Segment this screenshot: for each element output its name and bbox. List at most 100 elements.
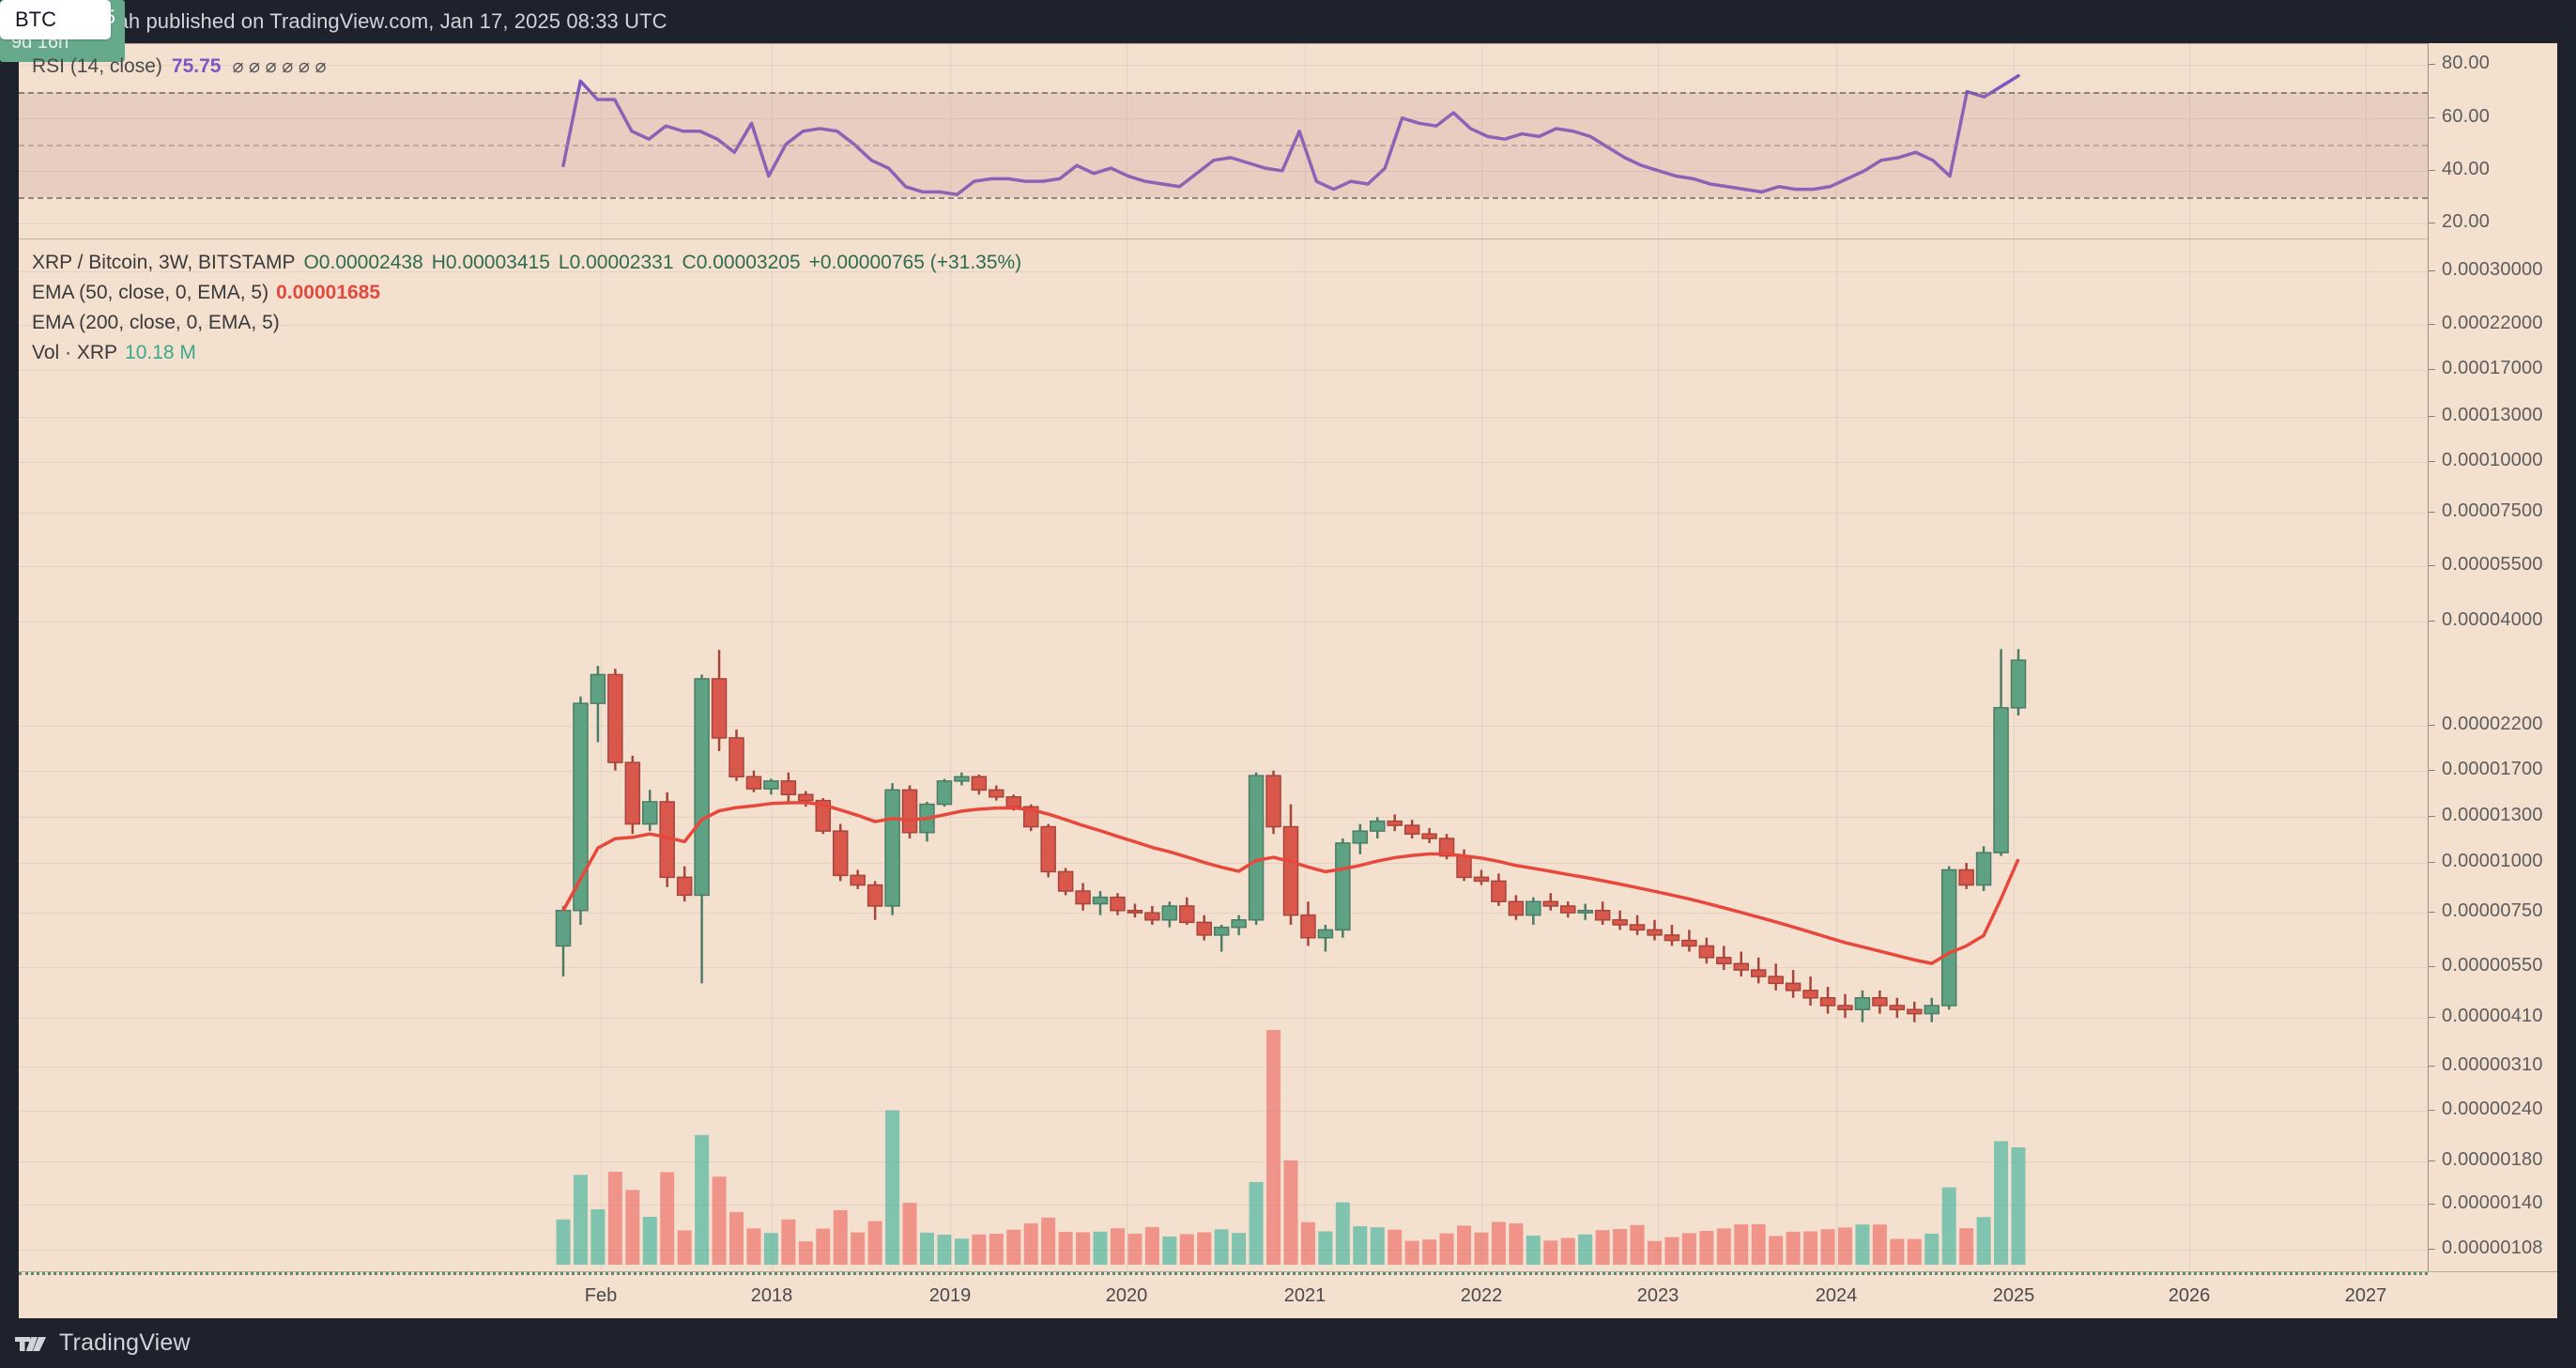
price-axis-tick: 0.00002200 [2442,713,2543,734]
time-axis-tick: 2018 [750,1285,793,1306]
price-axis-tick: 0.00007500 [2442,500,2543,521]
current-price-line [19,1272,2428,1275]
vertical-gridline [1658,44,1659,238]
time-axis[interactable]: Feb 2018 2019 2020 2021 2022 2023 2024 2025 2026 2… [19,1271,2557,1318]
price-gridline [19,462,2428,464]
rsi-axis-tick: 20.00 [2442,211,2491,233]
vertical-gridline [2366,239,2367,1271]
currency-selector-btc[interactable]: BTC [0,0,111,39]
time-axis-tick: 2020 [1105,1285,1148,1306]
price-axis-tick: 0.00000750 [2442,900,2543,922]
price-axis-tickmark [2429,1249,2435,1251]
vertical-gridline [772,44,773,238]
price-axis-tickmark [2429,769,2435,771]
price-gridline [19,862,2428,864]
price-axis-tick: 0.00000550 [2442,954,2543,976]
footer-bar: TradingView [0,1318,2576,1368]
price-axis-tick: 0.00005500 [2442,554,2543,576]
time-axis-tick: 2026 [2168,1285,2211,1306]
rsi-axis-tick: 40.00 [2442,158,2491,179]
candle-series [555,649,2027,1022]
price-gridline [19,270,2428,272]
vertical-gridline [1658,239,1659,1271]
ema50-line [561,801,2020,965]
tradingview-logo-icon [15,1332,47,1355]
main-price-pane[interactable] [19,238,2428,1275]
vertical-gridline [2366,44,2367,238]
rsi-axis-tickmark [2429,64,2435,66]
rsi-axis-tick: 60.00 [2442,105,2491,127]
vertical-gridline [950,239,951,1271]
price-axis-tick: 0.00030000 [2442,258,2543,280]
price-axis-tickmark [2429,461,2435,463]
vertical-gridline [1481,239,1482,1271]
price-gridline [19,566,2428,568]
price-axis-tickmark [2429,1017,2435,1019]
rsi-axis-tick: 80.00 [2442,53,2491,74]
price-gridline [19,966,2428,968]
rsi-gridline [19,65,2428,67]
rsi-level-30 [19,197,2428,200]
price-axis-tick: 0.00000180 [2442,1148,2543,1170]
price-axis-tickmark [2429,324,2435,326]
rsi-axis-tickmark [2429,169,2435,171]
price-axis-tickmark [2429,565,2435,567]
time-axis-tick: 2022 [1460,1285,1503,1306]
price-gridline [19,1066,2428,1068]
price-gridline [19,325,2428,327]
vertical-gridline [1481,44,1482,238]
price-axis-tick: 0.00000410 [2442,1006,2543,1027]
price-axis-tickmark [2429,861,2435,863]
price-axis-tick: 0.00000108 [2442,1237,2543,1259]
attribution-bar: bitcoinwallah published on TradingView.c… [0,0,2576,43]
price-axis-tickmark [2429,724,2435,726]
price-axis-tick: 0.00010000 [2442,450,2543,471]
price-axis-tick: 0.00004000 [2442,609,2543,631]
price-axis-tick: 0.00000240 [2442,1099,2543,1120]
vertical-gridline [950,44,951,238]
main-price-axis[interactable]: 0.00030000 0.00022000 0.00017000 0.00013000… [2428,238,2557,1271]
price-axis-tickmark [2429,1204,2435,1206]
price-gridline [19,1250,2428,1252]
vertical-gridline [1836,44,1837,238]
price-gridline [19,725,2428,727]
price-gridline [19,416,2428,418]
price-axis-tickmark [2429,912,2435,914]
vertical-gridline [1305,239,1306,1271]
vertical-gridline [1836,239,1837,1271]
price-axis-tickmark [2429,1065,2435,1067]
price-axis-tick: 0.00022000 [2442,313,2543,334]
rsi-level-70 [19,91,2428,94]
rsi-gridline [19,170,2428,172]
price-axis-tickmark [2429,1160,2435,1161]
price-gridline [19,370,2428,371]
price-axis-tickmark [2429,621,2435,623]
tradingview-brand[interactable]: TradingView [15,1330,191,1357]
price-gridline [19,1205,2428,1207]
price-gridline [19,770,2428,772]
rsi-pane[interactable] [19,43,2428,238]
vertical-gridline [1305,44,1306,238]
price-axis-tickmark [2429,511,2435,513]
rsi-price-axis[interactable]: 80.00 60.00 40.00 20.00 [2428,43,2557,238]
vertical-gridline [2014,44,2015,238]
price-axis-tickmark [2429,369,2435,370]
price-axis-tick: 0.00001700 [2442,758,2543,779]
price-axis-tickmark [2429,816,2435,818]
price-gridline [19,1111,2428,1113]
price-gridline [19,1018,2428,1020]
rsi-gridline [19,223,2428,225]
vertical-gridline [2189,239,2190,1271]
price-axis-tick: 0.00017000 [2442,358,2543,378]
time-axis-tick: 2024 [1815,1285,1858,1306]
price-gridline [19,817,2428,819]
price-axis-tick: 0.00000310 [2442,1053,2543,1075]
price-gridline [19,1160,2428,1162]
time-axis-tick: 2021 [1283,1285,1326,1306]
price-axis-tick: 0.00001300 [2442,805,2543,826]
price-axis-tick: 0.00000140 [2442,1192,2543,1214]
rsi-level-50 [19,144,2428,146]
vertical-gridline [2014,239,2015,1271]
price-axis-tick: 0.00013000 [2442,404,2543,425]
time-axis-tick: Feb [584,1285,618,1306]
